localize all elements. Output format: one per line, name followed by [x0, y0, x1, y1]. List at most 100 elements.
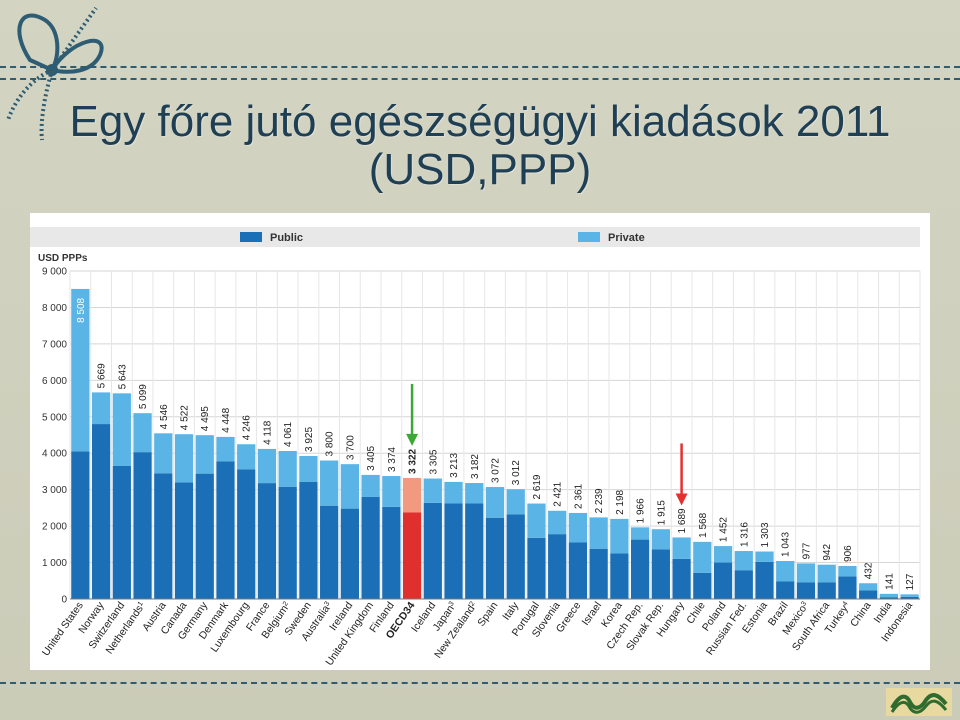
- bar-private: [320, 460, 339, 506]
- bar-public: [320, 505, 339, 599]
- x-tick-label: China: [848, 600, 874, 629]
- data-label-total: 2 198: [615, 489, 626, 514]
- bar-private: [133, 413, 152, 453]
- x-tick-label: Spain: [475, 600, 500, 629]
- bar-public: [817, 582, 836, 599]
- bar-private: [506, 489, 525, 515]
- green-arrow-icon: [406, 383, 419, 446]
- x-tick-superscript: 3: [323, 600, 331, 607]
- bar-public: [859, 590, 878, 599]
- bar-private: [548, 510, 567, 535]
- slide-title: Egy főre jutó egészségügyi kiadások 2011…: [0, 98, 960, 194]
- y-axis-label: USD PPPs: [38, 253, 88, 264]
- red-arrow-icon-head: [675, 493, 688, 506]
- bar-private: [900, 594, 919, 597]
- top-stitch-line-2: [0, 78, 960, 80]
- data-label-total: 1 452: [719, 517, 730, 542]
- bar-public: [734, 570, 753, 599]
- y-tick-label: 3 000: [42, 485, 67, 496]
- bar-public: [112, 465, 131, 599]
- data-label-total: 3 182: [470, 454, 481, 479]
- bar-public: [693, 572, 712, 599]
- bar-public: [568, 542, 588, 599]
- bar-public: [216, 461, 235, 599]
- bar-public: [257, 483, 277, 599]
- y-tick-label: 6 000: [42, 376, 67, 387]
- bar-private: [589, 517, 608, 549]
- y-tick-label: 8 000: [42, 303, 67, 314]
- y-tick-label: 7 000: [42, 339, 67, 350]
- data-label-total: 2 239: [594, 488, 605, 513]
- y-tick-label: 4 000: [42, 449, 67, 460]
- data-label-total: 3 072: [491, 458, 502, 483]
- bar-public: [589, 548, 608, 599]
- bar-private: [755, 551, 774, 562]
- x-tick-superscript: 1: [136, 600, 144, 607]
- data-label-total: 8 508: [76, 297, 87, 322]
- bar-public: [548, 534, 567, 599]
- bar-private: [340, 464, 359, 509]
- bar-public: [796, 582, 816, 599]
- bar-public: [755, 561, 774, 599]
- bar-private: [382, 476, 401, 507]
- bar-public: [361, 496, 380, 599]
- bar-private: [817, 564, 836, 583]
- y-tick-label: 2 000: [42, 522, 67, 533]
- bar-public: [154, 473, 173, 599]
- bar-public: [631, 539, 650, 599]
- data-label-total: 5 099: [138, 384, 149, 409]
- data-label-total: 432: [864, 562, 875, 579]
- data-label-total: 3 800: [325, 431, 336, 456]
- data-label-total: 127: [905, 573, 916, 590]
- bar-private: [361, 474, 380, 497]
- title-line-1: Egy főre jutó egészségügyi kiadások 2011: [69, 97, 891, 146]
- bar-public: [382, 506, 401, 599]
- data-label-total: 4 448: [221, 407, 232, 432]
- bar-private: [672, 537, 691, 559]
- bar-private: [402, 477, 422, 513]
- y-tick-label: 0: [61, 595, 67, 606]
- data-label-total: 3 405: [366, 445, 377, 470]
- data-label-total: 5 643: [117, 364, 128, 389]
- bar-private: [651, 529, 670, 550]
- bar-public: [71, 451, 90, 599]
- bar-private: [693, 541, 712, 573]
- data-label-total: 4 522: [180, 405, 191, 430]
- data-label-total: 1 915: [656, 500, 667, 525]
- data-label-total: 942: [822, 544, 833, 561]
- bar-private: [859, 583, 878, 591]
- bar-public: [174, 482, 194, 599]
- bar-public: [610, 553, 629, 599]
- data-label-total: 1 316: [739, 522, 750, 547]
- legend-swatch-public: [240, 232, 262, 242]
- bar-private: [257, 448, 277, 484]
- bar-private: [112, 393, 131, 466]
- bar-public: [91, 424, 111, 599]
- data-label-total: 3 322: [408, 448, 419, 473]
- data-label-total: 1 689: [677, 508, 688, 533]
- data-label-total: 2 421: [553, 481, 564, 506]
- bar-private: [216, 436, 235, 462]
- bar-private: [838, 565, 857, 577]
- data-label-total: 3 700: [345, 435, 356, 460]
- logo-icon: [886, 688, 952, 716]
- bar-public: [838, 576, 857, 599]
- x-tick-superscript: 2: [468, 600, 476, 607]
- data-label-total: 906: [843, 545, 854, 562]
- legend-label-public: Public: [270, 232, 303, 244]
- bar-private: [527, 503, 546, 538]
- x-tick-superscript: 4: [841, 600, 849, 607]
- top-stitch-line: [0, 66, 960, 68]
- bar-private: [713, 546, 733, 563]
- bar-private: [610, 518, 629, 554]
- bar-public: [776, 581, 795, 599]
- y-tick-label: 1 000: [42, 558, 67, 569]
- data-label-total: 3 012: [511, 460, 522, 485]
- data-label-total: 4 118: [262, 420, 273, 445]
- data-label-total: 1 043: [781, 532, 792, 557]
- data-label-total: 4 246: [242, 415, 253, 440]
- bar-private: [91, 392, 111, 425]
- data-label-total: 3 305: [428, 449, 439, 474]
- bar-private: [631, 527, 650, 540]
- bar-chart: Public Private USD PPPs 0 1 000 2 000 3 000 4 0…: [30, 227, 921, 668]
